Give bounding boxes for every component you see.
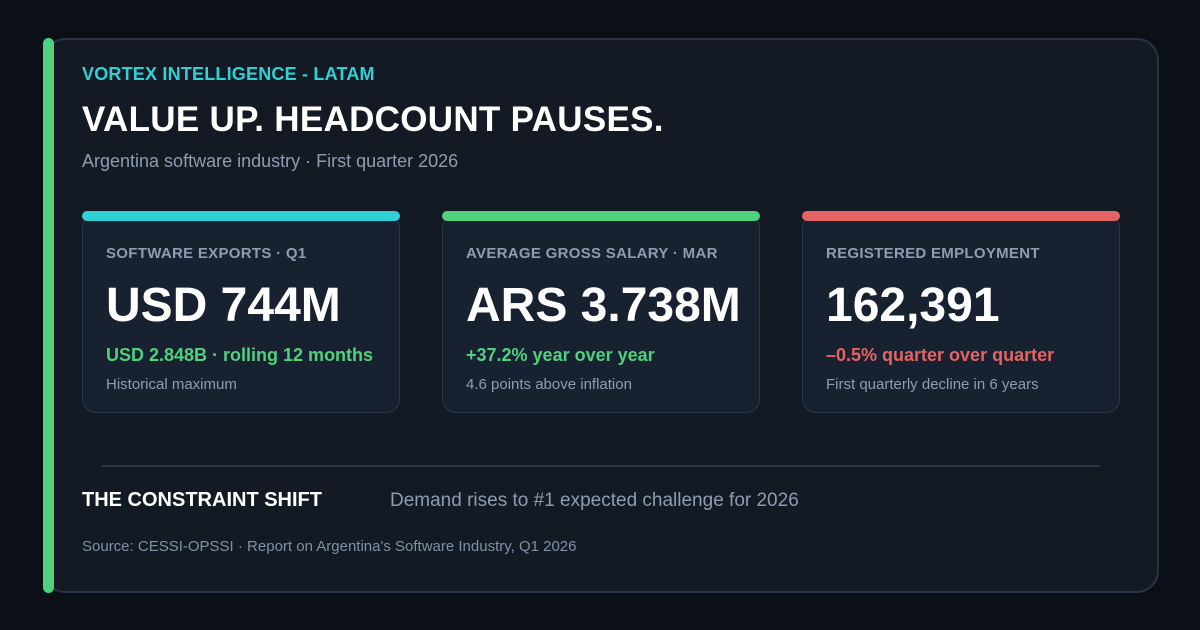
- section-text: Demand rises to #1 expected challenge fo…: [390, 490, 799, 511]
- metric-delta: +37.2% year over year: [466, 345, 655, 365]
- metric-note: First quarterly decline in 6 years: [826, 376, 1039, 393]
- page-subtitle: Argentina software industry · First quar…: [82, 151, 459, 171]
- section-divider: [102, 465, 1100, 467]
- metric-value: 162,391: [826, 279, 1000, 332]
- metric-value: ARS 3.738M: [466, 279, 741, 332]
- card-accent-stripe: [82, 211, 400, 221]
- accent-bar: [43, 38, 54, 593]
- metric-card-exports: SOFTWARE EXPORTS · Q1 USD 744M USD 2.848…: [82, 211, 400, 413]
- metric-note: Historical maximum: [106, 376, 237, 393]
- section-heading: THE CONSTRAINT SHIFT: [82, 489, 322, 511]
- source-note: Source: CESSI-OPSSI · Report on Argentin…: [82, 538, 577, 555]
- metric-delta: –0.5% quarter over quarter: [826, 345, 1055, 365]
- card-accent-stripe: [802, 211, 1120, 221]
- metric-label: REGISTERED EMPLOYMENT: [826, 245, 1040, 262]
- metric-delta: USD 2.848B · rolling 12 months: [106, 345, 374, 365]
- card-accent-stripe: [442, 211, 760, 221]
- metric-note: 4.6 points above inflation: [466, 376, 632, 393]
- metric-card-salary: AVERAGE GROSS SALARY · MAR ARS 3.738M +3…: [442, 211, 760, 413]
- metric-label: SOFTWARE EXPORTS · Q1: [106, 245, 307, 262]
- page-title: VALUE UP. HEADCOUNT PAUSES.: [82, 100, 664, 139]
- brand-eyebrow: VORTEX INTELLIGENCE - LATAM: [82, 64, 375, 84]
- metric-value: USD 744M: [106, 279, 341, 332]
- metric-label: AVERAGE GROSS SALARY · MAR: [466, 245, 718, 262]
- metric-card-employment: REGISTERED EMPLOYMENT 162,391 –0.5% quar…: [802, 211, 1120, 413]
